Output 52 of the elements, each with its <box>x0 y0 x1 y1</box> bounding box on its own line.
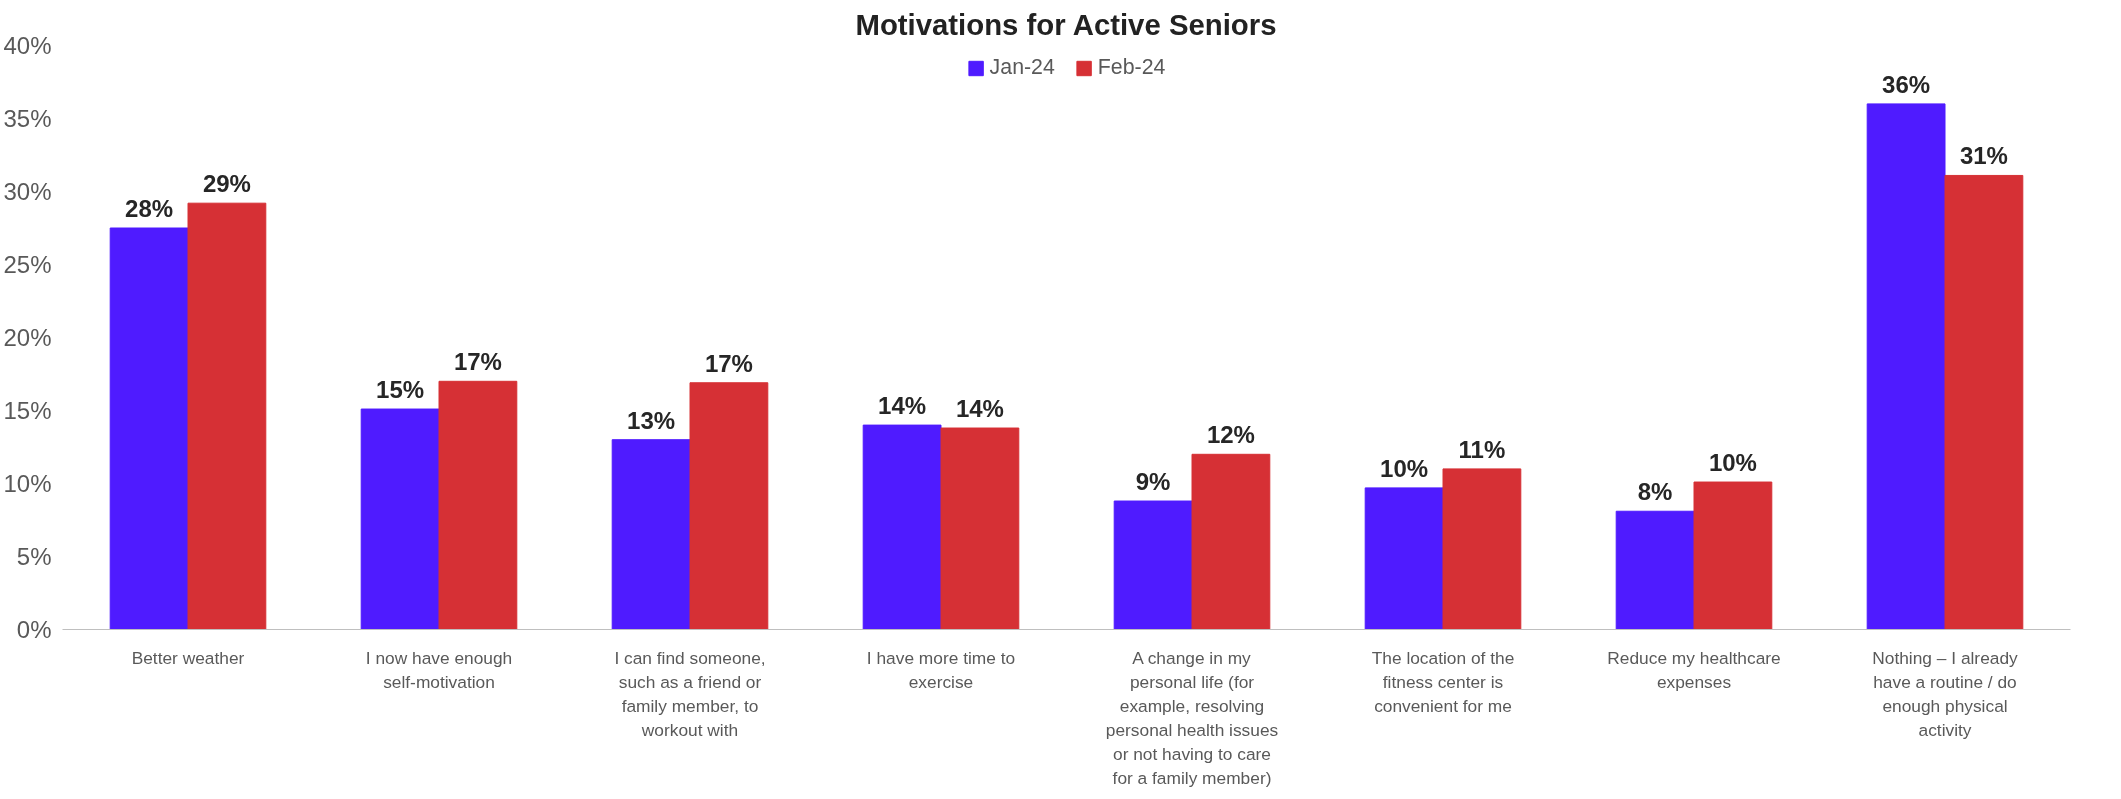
y-tick-label: 25% <box>3 251 52 278</box>
data-label: 14% <box>955 395 1004 423</box>
data-label: 12% <box>1206 421 1255 449</box>
bar <box>1615 510 1695 630</box>
chart-title: Motivations for Active Seniors <box>855 7 1277 41</box>
data-label: 28% <box>125 195 174 222</box>
data-label: 13% <box>627 406 676 434</box>
legend-label: Feb-24 <box>1097 55 1166 80</box>
y-tick-label: 5% <box>16 543 52 570</box>
bar <box>187 202 267 630</box>
data-label: 14% <box>878 392 927 420</box>
bar <box>862 424 942 630</box>
x-tick-label: Nothing – I already have a routine / do enough physical activity <box>1872 647 2019 740</box>
bar <box>689 382 769 630</box>
x-tick-label: The location of the fitness center is convenient for me <box>1371 647 1515 716</box>
y-tick-label: 30% <box>3 178 52 205</box>
bar <box>360 408 440 630</box>
y-tick-label: 35% <box>3 105 52 132</box>
y-tick-label: 10% <box>3 470 52 497</box>
y-tick-label: 15% <box>3 397 52 424</box>
x-tick-label: I have more time to exercise <box>866 647 1016 692</box>
x-tick-label: Better weather <box>131 647 245 668</box>
data-label: 29% <box>202 170 251 198</box>
data-label: 17% <box>704 349 753 377</box>
bar <box>940 427 1020 630</box>
bar <box>1693 481 1773 630</box>
data-label: 36% <box>1882 70 1931 98</box>
bar <box>1866 103 1946 630</box>
bar <box>1442 468 1522 630</box>
y-tick-label: 0% <box>16 616 52 643</box>
data-label: 31% <box>1959 142 2008 170</box>
bar <box>611 439 691 630</box>
x-tick-label: A change in my personal life (for example, resolving personal health issues or not having to care for a family member) <box>1105 647 1279 788</box>
bar <box>1191 453 1271 630</box>
data-label: 11% <box>1458 435 1506 463</box>
bar <box>438 380 518 630</box>
data-label: 9% <box>1135 468 1171 496</box>
bar <box>109 227 189 630</box>
x-tick-label: I now have enough self-motivation <box>365 647 513 692</box>
bar <box>1113 500 1193 630</box>
data-label: 10% <box>1708 449 1757 477</box>
data-label: 8% <box>1637 478 1673 506</box>
data-label: 15% <box>376 376 425 404</box>
legend-label: Jan-24 <box>989 55 1055 80</box>
bar <box>1944 174 2024 630</box>
y-tick-label: 20% <box>3 324 52 351</box>
data-label: 17% <box>453 348 502 376</box>
y-tick-label: 40% <box>3 32 52 59</box>
x-tick-label: I can find someone, such as a friend or family member, to workout with <box>614 647 766 740</box>
x-tick-label: Reduce my healthcare expenses <box>1607 647 1781 692</box>
bar <box>1364 487 1444 630</box>
data-label: 10% <box>1380 454 1429 482</box>
